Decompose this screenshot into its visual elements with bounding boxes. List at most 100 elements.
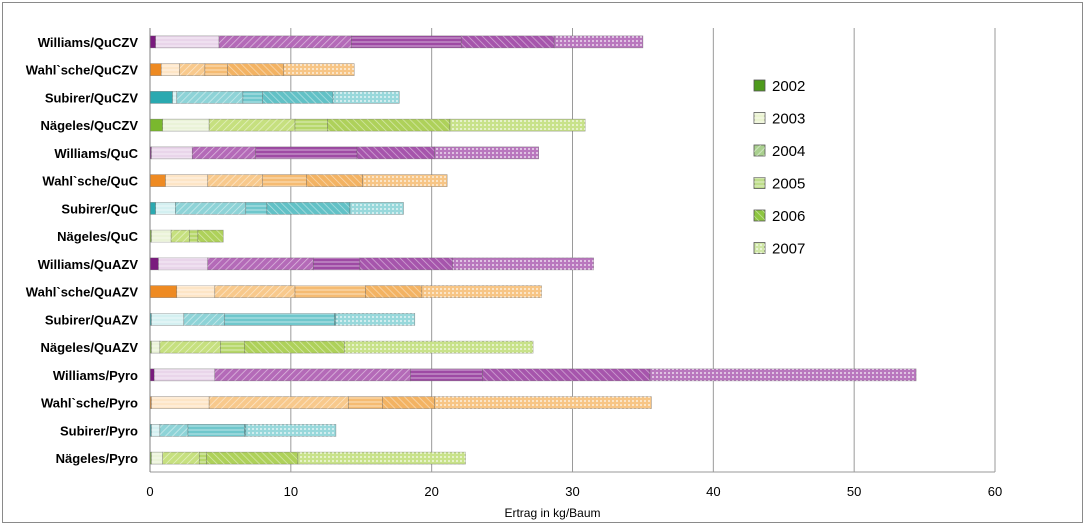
bar-segment-texture — [421, 285, 542, 298]
bar-segment-texture — [295, 285, 366, 298]
bar-segment-texture — [151, 313, 184, 326]
bar-segment-texture — [313, 257, 360, 270]
bar-segment — [149, 285, 178, 298]
bar-segment-texture — [244, 341, 345, 354]
bar-segment-texture — [242, 91, 263, 104]
bar-segment-texture — [382, 396, 435, 409]
y-category-label: Wahl`sche/QuC — [42, 174, 138, 189]
y-category-label: Nägeles/QuCZV — [40, 118, 138, 133]
bar-segment-texture — [155, 35, 220, 48]
bar-segment-texture — [344, 341, 534, 354]
bar-segment — [149, 368, 155, 382]
y-category-label: Wahl`sche/QuAZV — [26, 285, 139, 300]
legend-swatch-texture — [754, 177, 765, 189]
y-category-label: Subirer/Pyro — [60, 423, 138, 438]
y-category-label: Nägeles/Pyro — [56, 451, 138, 466]
bar-segment-texture — [151, 424, 160, 437]
bar-segment-texture — [172, 91, 177, 104]
bar-segment-texture — [359, 257, 453, 270]
bar-segment-texture — [262, 174, 307, 187]
bar-segment-texture — [335, 313, 415, 326]
bar-segment-texture — [306, 174, 363, 187]
y-category-label: Williams/Pyro — [53, 368, 138, 383]
bar-segment-texture — [162, 452, 200, 465]
bar-segment-texture — [348, 396, 383, 409]
x-tick-label: 60 — [988, 484, 1002, 499]
bar-segment-texture — [159, 341, 221, 354]
bar-segment-texture — [176, 91, 243, 104]
y-category-label: Williams/QuC — [54, 146, 138, 161]
bar-segment-texture — [357, 146, 435, 159]
bar-segment-texture — [204, 63, 228, 76]
y-category-label: Nägeles/QuAZV — [40, 340, 138, 355]
legend-label: 2003 — [772, 111, 805, 128]
bar-segment — [149, 63, 162, 76]
bar-segment-texture — [351, 35, 462, 48]
legend: 2002 2003 2004 2005 2006 2007 — [753, 78, 805, 258]
bar-segment — [149, 118, 163, 132]
bar-segment-texture — [209, 396, 349, 409]
bar-segment-texture — [151, 452, 163, 465]
bar-segment-texture — [179, 63, 205, 76]
legend-swatch — [753, 79, 766, 92]
bar-segment-texture — [183, 313, 225, 326]
y-category-label: Subirer/QuAZV — [45, 312, 139, 327]
bar-segment-texture — [197, 230, 224, 243]
bar-segment-texture — [151, 230, 172, 243]
x-tick-label: 50 — [847, 484, 861, 499]
y-axis-labels: Williams/QuCZV Wahl`sche/QuCZV Subirer/QuC… — [26, 35, 139, 466]
bars — [149, 35, 917, 465]
legend-swatch-texture — [754, 112, 765, 124]
x-tick-label: 20 — [424, 484, 438, 499]
bar-segment-texture — [266, 202, 350, 215]
bar-segment-texture — [333, 91, 400, 104]
x-axis-ticks: 0 10 20 30 40 50 60 — [146, 484, 1002, 499]
bar-segment-texture — [165, 174, 208, 187]
bar-segment-texture — [209, 119, 296, 132]
bar-segment-texture — [155, 202, 176, 215]
bar-segment-texture — [224, 313, 335, 326]
bar-segment-texture — [244, 424, 246, 437]
y-category-label: Wahl`sche/QuCZV — [26, 63, 139, 78]
x-axis-label: Ertrag in kg/Baum — [504, 506, 600, 520]
x-tick-label: 0 — [146, 484, 153, 499]
bar-segment-texture — [255, 146, 358, 159]
bar-segment — [149, 202, 156, 215]
bar-segment-texture — [176, 285, 215, 298]
bar-segment-texture — [245, 202, 267, 215]
bar-segment-texture — [283, 63, 355, 76]
bar-segment-texture — [158, 257, 208, 270]
bar-segment-texture — [175, 202, 246, 215]
bar-segment-texture — [151, 146, 193, 159]
bar-segment-texture — [207, 257, 314, 270]
y-category-label: Wahl`sche/Pyro — [41, 396, 138, 411]
bar-segment — [149, 174, 166, 187]
bar-segment-texture — [151, 396, 210, 409]
bar-segment-texture — [214, 285, 296, 298]
bar-segment-texture — [365, 285, 422, 298]
bar-segment-texture — [220, 341, 245, 354]
legend-label: 2005 — [772, 176, 805, 193]
y-category-label: Williams/QuAZV — [38, 257, 139, 272]
bar-segment-texture — [161, 63, 180, 76]
y-category-label: Nägeles/QuC — [57, 229, 139, 244]
bar-segment-texture — [245, 424, 336, 437]
bar-segment-texture — [449, 119, 586, 132]
bar-segment-texture — [649, 368, 917, 381]
legend-swatch-texture — [754, 145, 765, 156]
bar-segment-texture — [262, 91, 334, 104]
legend-label: 2004 — [772, 143, 805, 160]
bar-segment-texture — [189, 230, 198, 243]
bar-segment-texture — [452, 257, 594, 270]
bar-segment-texture — [154, 368, 215, 381]
bar-segment-texture — [434, 146, 539, 159]
bar-segment-texture — [214, 368, 411, 381]
y-category-label: Williams/QuCZV — [38, 35, 139, 50]
x-tick-label: 10 — [284, 484, 298, 499]
bar-segment — [149, 257, 159, 271]
bar-segment-texture — [482, 368, 650, 381]
legend-label: 2002 — [772, 78, 805, 95]
bar-segment-texture — [159, 424, 189, 437]
